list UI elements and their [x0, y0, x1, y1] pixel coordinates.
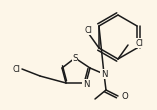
Text: Cl: Cl — [12, 64, 20, 73]
Text: S: S — [72, 53, 78, 62]
Text: N: N — [83, 80, 89, 89]
Text: Cl: Cl — [84, 26, 92, 35]
Text: O: O — [122, 92, 129, 101]
Text: Cl: Cl — [136, 38, 144, 48]
Text: N: N — [101, 70, 107, 79]
